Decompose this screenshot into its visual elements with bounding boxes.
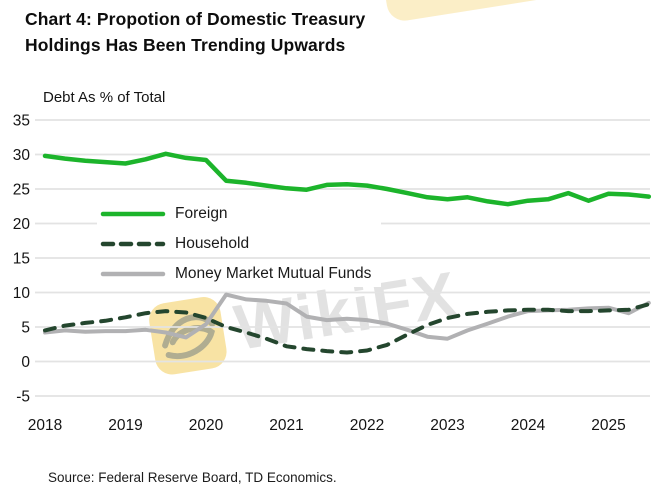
series-line-household bbox=[43, 302, 651, 355]
x-tick-label-2020: 2020 bbox=[189, 417, 224, 434]
series-line-foreign bbox=[42, 151, 652, 207]
y-tick-label-0: 0 bbox=[21, 354, 30, 371]
y-tick-label-25: 25 bbox=[13, 182, 30, 199]
y-tick-label-20: 20 bbox=[13, 216, 31, 233]
chart-title-line1: Chart 4: Propotion of Domestic Treasury bbox=[25, 9, 366, 29]
legend-item-mmf: Money Market Mutual Funds bbox=[97, 261, 382, 287]
x-tick-label-2025: 2025 bbox=[591, 417, 625, 434]
x-tick-label-2019: 2019 bbox=[108, 417, 142, 434]
y-axis-title: Debt As % of Total bbox=[43, 89, 166, 106]
chart-title-line2: Holdings Has Been Trending Upwards bbox=[25, 35, 346, 56]
x-tick-label-2022: 2022 bbox=[350, 417, 384, 434]
series-line-money-market-mutual-funds bbox=[43, 292, 651, 341]
y-tick-label--5: -5 bbox=[16, 389, 30, 406]
chart-legend: Foreign Household Money Market Mutual Fu… bbox=[97, 201, 382, 287]
source-note: Source: Federal Reserve Board, TD Econom… bbox=[48, 470, 337, 485]
x-tick-label-2021: 2021 bbox=[269, 417, 303, 434]
legend-item-foreign: Foreign bbox=[97, 201, 382, 227]
y-tick-label-5: 5 bbox=[21, 320, 30, 337]
legend-item-household: Household bbox=[97, 231, 382, 257]
y-tick-label-30: 30 bbox=[13, 147, 31, 164]
legend-label-foreign: Foreign bbox=[175, 205, 228, 222]
legend-label-household: Household bbox=[175, 235, 250, 252]
mmf-line-swatch bbox=[100, 271, 166, 277]
x-tick-label-2024: 2024 bbox=[511, 417, 546, 434]
legend-label-mmf: Money Market Mutual Funds bbox=[175, 265, 372, 282]
y-tick-label-15: 15 bbox=[13, 251, 30, 268]
household-line-swatch bbox=[100, 241, 166, 247]
foreign-line-swatch bbox=[100, 211, 166, 217]
y-tick-label-35: 35 bbox=[13, 113, 30, 130]
x-tick-label-2023: 2023 bbox=[430, 417, 464, 434]
chart-title: Chart 4: Propotion of Domestic Treasury … bbox=[25, 6, 365, 59]
y-tick-label-10: 10 bbox=[13, 285, 31, 302]
x-tick-label-2018: 2018 bbox=[28, 417, 62, 434]
